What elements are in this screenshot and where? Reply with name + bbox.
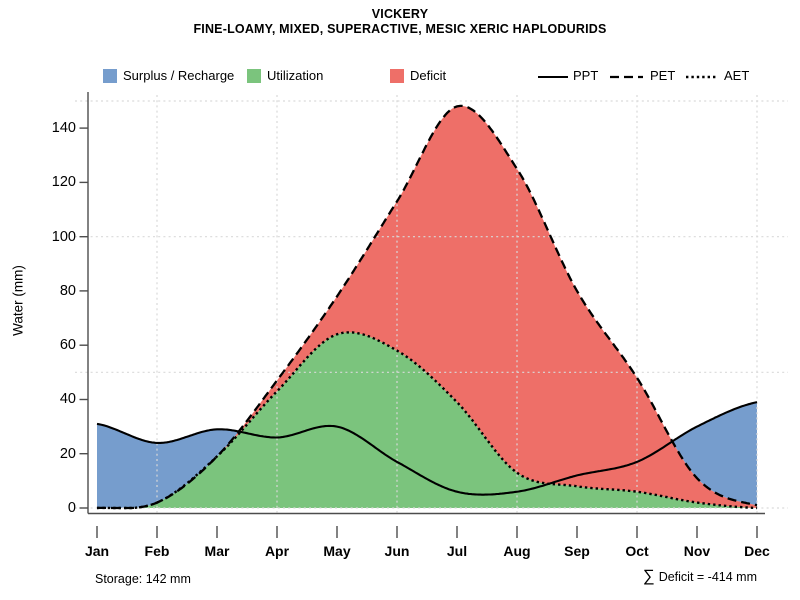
x-tick-label-mar: Mar [204,543,230,559]
y-tick-label: 120 [51,174,76,191]
sum-deficit-note: ∑ Deficit = -414 mm [643,567,757,586]
legend-line-glyph [610,75,643,79]
y-tick-label: 0 [67,500,76,516]
legend-swatch-utilization [247,69,261,83]
y-tick-label: 60 [59,337,76,354]
x-tick-label-feb: Feb [144,543,170,559]
chart-subtitle: FINE-LOAMY, MIXED, SUPERACTIVE, MESIC XE… [193,22,607,36]
chart-title: VICKERY [371,7,429,21]
x-tick-label-jul: Jul [446,543,468,559]
legend-label-deficit: Deficit [410,68,447,83]
legend-swatch-deficit [390,69,404,83]
legend-label-surplus: Surplus / Recharge [123,68,235,83]
y-axis-title: Water (mm) [10,265,26,336]
legend-label-utilization: Utilization [267,68,324,83]
area-surplus-recharge [97,423,239,508]
legend-label-pet: PET [650,68,676,83]
y-tick-label: 40 [59,391,76,408]
legend-label-aet: AET [724,68,750,83]
y-tick-label: 140 [51,120,76,137]
x-tick-label-oct: Oct [625,543,649,559]
x-tick-label-may: May [323,543,351,559]
legend-line-sample-pet [610,69,643,83]
series-line-ppt [96,401,758,496]
legend-line-sample-ppt [538,69,568,83]
legend-line-glyph [538,75,568,79]
series-line-pet [96,104,758,510]
y-tick-label: 80 [59,282,76,299]
x-tick-label-nov: Nov [683,543,711,559]
legend-line-glyph [686,75,716,79]
legend-swatch-surplus [103,69,117,83]
storage-note: Storage: 142 mm [95,572,191,586]
legend-line-sample-aet [686,69,716,83]
series-line-aet [96,331,758,510]
x-tick-label-jun: Jun [384,543,410,559]
x-tick-label-jan: Jan [84,543,110,559]
sum-deficit-text: Deficit = -414 mm [658,570,757,584]
y-tick-label: 100 [51,228,76,245]
sigma-symbol: ∑ [642,567,655,585]
x-tick-label-dec: Dec [744,543,770,559]
legend-label-ppt: PPT [573,68,599,83]
area-utilization [97,332,757,508]
x-tick-label-sep: Sep [564,543,590,559]
x-tick-label-aug: Aug [503,543,531,559]
area-deficit [218,105,757,509]
x-tick-label-apr: Apr [264,543,290,559]
y-tick-label: 20 [59,445,76,462]
